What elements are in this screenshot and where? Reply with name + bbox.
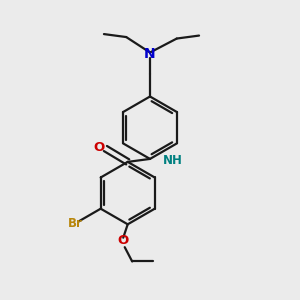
Text: O: O	[117, 234, 128, 247]
Text: N: N	[144, 47, 156, 61]
Text: Br: Br	[68, 217, 83, 230]
Text: O: O	[93, 141, 104, 154]
Text: NH: NH	[163, 154, 183, 167]
